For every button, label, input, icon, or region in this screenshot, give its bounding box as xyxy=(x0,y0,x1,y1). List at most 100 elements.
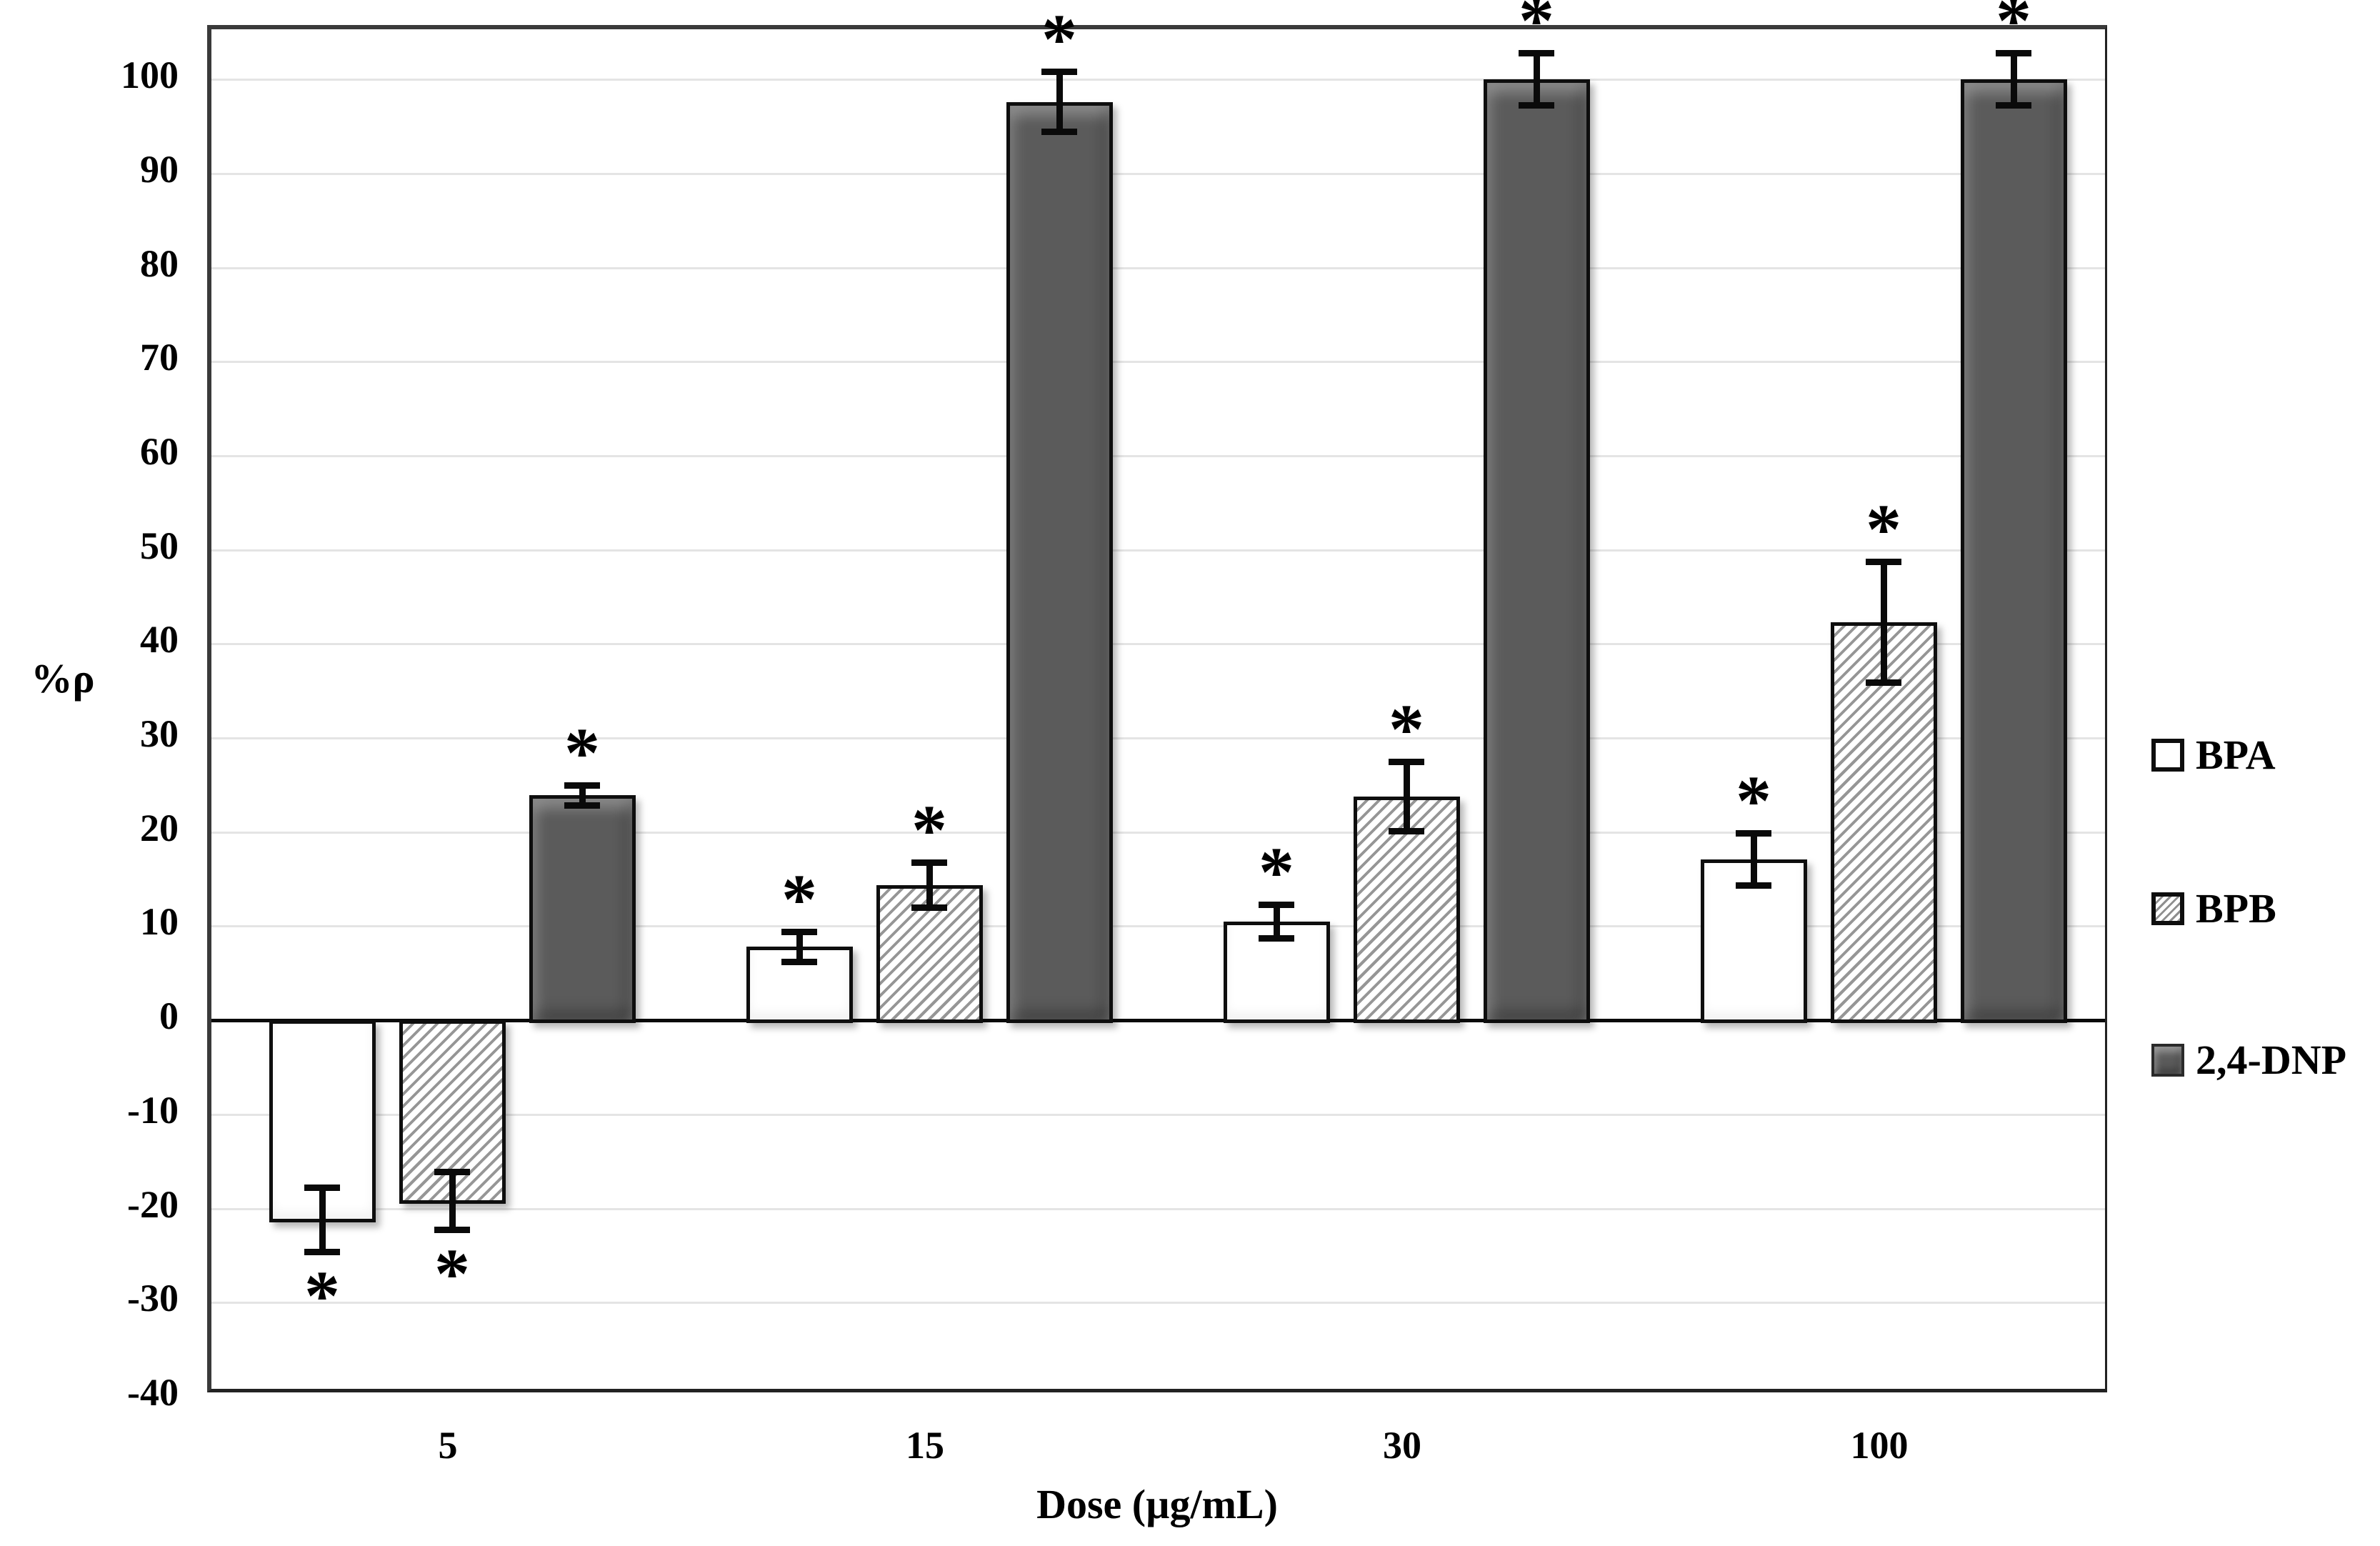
significance-asterisk-2,4-DNP-100: * xyxy=(1996,0,2031,60)
error-bar-segment xyxy=(2010,54,2017,104)
legend: BPA BPB 2,4-DNP xyxy=(2151,0,2380,1546)
significance-asterisk-2,4-DNP-30: * xyxy=(1519,0,1554,60)
bar-BPB-30 xyxy=(1353,796,1460,1024)
y-tick-label-40: 40 xyxy=(140,618,179,662)
gridline-20 xyxy=(211,831,2105,834)
bar-2,4-DNP-100 xyxy=(1960,79,2067,1024)
error-bar-segment xyxy=(1996,102,2031,109)
significance-asterisk-2,4-DNP-5: * xyxy=(564,712,600,792)
y-tick-label-60: 60 xyxy=(140,429,179,473)
significance-asterisk-BPA-5: * xyxy=(304,1255,340,1335)
significance-asterisk-BPB-30: * xyxy=(1389,689,1424,769)
significance-asterisk-BPA-30: * xyxy=(1259,832,1294,912)
error-bar-segment xyxy=(1533,54,1540,104)
bar-2,4-DNP-30 xyxy=(1483,79,1590,1024)
error-bar-segment xyxy=(1056,74,1063,131)
y-tick-label-10: 10 xyxy=(140,900,179,944)
significance-asterisk-BPB-15: * xyxy=(911,789,947,869)
gridline-10 xyxy=(211,925,2105,928)
error-bar-segment xyxy=(796,934,803,960)
legend-swatch-dnp xyxy=(2151,1044,2184,1077)
gridline-30 xyxy=(211,737,2105,740)
gridline--30 xyxy=(211,1302,2105,1305)
gridline-90 xyxy=(211,172,2105,175)
gridline-100 xyxy=(211,79,2105,81)
gridline-40 xyxy=(211,643,2105,646)
y-tick-label--30: -30 xyxy=(127,1277,179,1320)
error-bar-segment xyxy=(1996,49,2031,56)
error-bar-segment xyxy=(1389,758,1424,765)
gridline-60 xyxy=(211,454,2105,457)
y-tick-label-90: 90 xyxy=(140,147,179,191)
bar-BPB-100 xyxy=(1830,622,1937,1024)
legend-item-bpa: BPA xyxy=(2151,734,2276,776)
error-bar-segment xyxy=(1041,129,1077,136)
y-tick-label-100: 100 xyxy=(121,54,179,97)
error-bar-segment xyxy=(1519,102,1554,109)
y-tick-label-30: 30 xyxy=(140,712,179,756)
error-bar-segment xyxy=(926,864,933,906)
error-bar-segment xyxy=(1389,827,1424,834)
y-tick-label-0: 0 xyxy=(159,994,179,1038)
y-axis-title: %ρ xyxy=(31,655,95,702)
y-tick-label-50: 50 xyxy=(140,524,179,567)
error-bar-segment xyxy=(1736,882,1771,889)
legend-item-dnp: 2,4-DNP xyxy=(2151,1039,2346,1081)
error-bar-segment xyxy=(1880,564,1887,681)
error-bar-segment xyxy=(911,904,947,911)
error-bar-segment xyxy=(1736,829,1771,837)
legend-swatch-bpb xyxy=(2151,892,2184,925)
error-bar-segment xyxy=(1866,679,1901,686)
x-tick-label-15: 15 xyxy=(906,1424,944,1467)
error-bar-segment xyxy=(304,1185,340,1192)
x-axis-title: Dose (µg/mL) xyxy=(1036,1481,1278,1527)
error-bar-segment xyxy=(449,1173,456,1229)
legend-label-bpb: BPB xyxy=(2196,885,2276,932)
significance-asterisk-BPB-5: * xyxy=(434,1234,470,1314)
error-bar-segment xyxy=(564,782,600,789)
legend-swatch-bpa xyxy=(2151,739,2184,772)
x-tick-label-5: 5 xyxy=(438,1424,458,1467)
error-bar-segment xyxy=(1519,49,1554,56)
error-bar-segment xyxy=(564,802,600,809)
x-tick-label-100: 100 xyxy=(1850,1424,1909,1467)
plot-area: * * * * * * * * * * * * xyxy=(207,0,2107,1392)
error-bar-segment xyxy=(434,1227,470,1234)
error-bar-segment xyxy=(1403,763,1410,829)
legend-label-dnp: 2,4-DNP xyxy=(2196,1037,2347,1083)
y-tick-label-20: 20 xyxy=(140,806,179,849)
error-bar-segment xyxy=(1866,559,1901,566)
gridline-70 xyxy=(211,361,2105,364)
legend-label-bpa: BPA xyxy=(2196,732,2276,778)
gridline--20 xyxy=(211,1207,2105,1210)
bar-BPA-15 xyxy=(746,947,853,1024)
significance-asterisk-BPB-100: * xyxy=(1866,489,1901,569)
error-bar-segment xyxy=(781,929,817,936)
error-bar-segment xyxy=(781,958,817,965)
significance-asterisk-2,4-DNP-15: * xyxy=(1041,0,1077,79)
y-tick-label--20: -20 xyxy=(127,1182,179,1226)
bar-2,4-DNP-15 xyxy=(1006,101,1113,1024)
error-bar-segment xyxy=(911,859,947,866)
bar-2,4-DNP-5 xyxy=(529,795,636,1024)
error-bar-segment xyxy=(1259,901,1294,908)
zero-axis-line xyxy=(211,1019,2105,1023)
error-bar-segment xyxy=(319,1190,326,1250)
error-bar-segment xyxy=(434,1168,470,1175)
error-bar-segment xyxy=(1273,906,1280,937)
gridline-50 xyxy=(211,549,2105,552)
y-tick-label--10: -10 xyxy=(127,1088,179,1132)
legend-item-bpb: BPB xyxy=(2151,888,2276,929)
error-bar-segment xyxy=(579,787,586,804)
error-bar-segment xyxy=(1041,69,1077,76)
significance-asterisk-BPA-100: * xyxy=(1736,760,1771,840)
error-bar-segment xyxy=(304,1248,340,1255)
significance-asterisk-BPA-15: * xyxy=(781,859,817,939)
y-tick-label--40: -40 xyxy=(127,1371,179,1414)
gridline-80 xyxy=(211,266,2105,269)
x-tick-label-30: 30 xyxy=(1383,1424,1421,1467)
error-bar-segment xyxy=(1750,834,1757,884)
error-bar-segment xyxy=(1259,934,1294,942)
y-tick-label-70: 70 xyxy=(140,336,179,379)
